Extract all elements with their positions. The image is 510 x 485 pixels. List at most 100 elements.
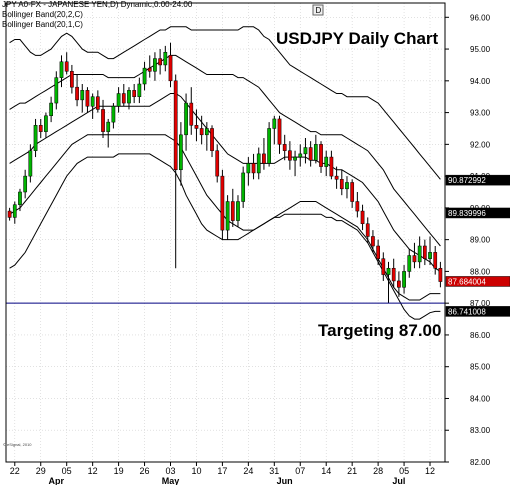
candle-body [391,267,396,282]
candle-body [288,150,292,161]
candle [236,195,240,227]
bollinger-bands [9,26,441,320]
y-tick-label: 86.00 [470,331,491,340]
candle [194,109,199,142]
y-tick-label: 93.00 [470,109,491,118]
candle [256,147,261,180]
candle-body [262,153,266,164]
candle-body [28,150,33,177]
price-tag-label: 90.872992 [448,176,486,185]
candle-body [210,128,214,151]
x-month-label: Jun [277,476,293,485]
candle [111,103,116,129]
candle [132,84,137,104]
y-axis: 96.0095.0094.0093.0092.0091.0090.0089.00… [445,13,491,467]
candle-body [18,191,22,205]
candle [95,90,100,113]
candle-body [345,182,349,190]
candle-body [236,201,240,221]
x-tick-label: 05 [399,466,409,476]
candle-body [116,93,121,107]
price-tag: 90.872992 [445,174,510,186]
candle [142,61,147,91]
candle [121,84,126,107]
candle [345,176,349,199]
x-tick-label: 17 [217,466,227,476]
y-tick-label: 89.00 [470,236,491,245]
candle-body [220,175,225,231]
candle [168,42,173,88]
candle [417,236,422,269]
candle [246,157,251,186]
candle-body [313,144,318,161]
candle [288,141,292,170]
candle-body [95,96,100,110]
candle [272,115,277,145]
candle [251,153,256,180]
candle-body [90,96,95,107]
y-tick-label: 83.00 [470,426,491,435]
x-tick-label: 28 [373,466,383,476]
price-tag: 87.684004 [445,276,510,287]
candle-body [319,144,323,167]
x-tick-label: 22 [10,466,20,476]
candle [350,179,355,208]
candle-body [282,144,287,151]
x-axis: 22 29 05 12 19 26 03 10 17 24 31 07 14 21 28 05 12 Apr May… [10,462,435,485]
candle-body [256,153,261,174]
candle-body [158,58,162,66]
candle-body [106,121,111,132]
candle [262,138,266,170]
candle [153,52,157,81]
candle-body [12,204,17,218]
candle [438,261,443,288]
y-tick-label: 88.00 [470,267,491,276]
candle-body [132,90,137,97]
candle [28,144,33,183]
candle-body [101,109,105,132]
price-tag-label: 89.839996 [448,209,486,218]
x-tick-label: 14 [321,466,331,476]
candle [303,138,308,164]
candle [360,204,365,231]
candle [230,188,235,227]
candle [147,55,152,78]
candle [70,64,74,94]
toolbar-d-icon[interactable] [312,4,324,16]
price-tag: 86.741008 [445,306,510,317]
candle-body [386,267,391,275]
x-tick-label: 12 [88,466,98,476]
candle [277,115,282,154]
candle [23,169,28,199]
candle [334,166,339,189]
chart-header: JPY A0-FX - JAPANESE YEN,D) Dynamic,0:00… [2,0,193,9]
legend-bollinger-2: Bollinger Band(20,2,C) [2,10,83,19]
candle [54,71,59,110]
candle-body [33,125,38,151]
candle-body [173,80,178,171]
x-tick-label: 12 [425,466,435,476]
candle [12,201,17,224]
candle [38,118,43,138]
candle-body [422,245,427,259]
band-bollinger-2sd-upper [9,26,441,180]
candle [376,239,380,266]
candle-body [23,175,28,193]
candle [241,166,246,208]
candle-body [199,128,204,136]
candle [137,77,142,104]
candlesticks [7,42,443,304]
candle-body [230,201,235,221]
candle [85,87,90,113]
candle-body [397,280,401,288]
x-tick-label: 19 [114,466,124,476]
candle [308,141,313,167]
price-tag: 89.839996 [445,207,510,219]
y-tick-label: 82.00 [470,458,491,467]
candle [173,74,178,269]
candle [412,242,417,269]
candle [433,246,438,275]
candle-body [80,90,85,101]
toolbar-d-icon-glyph: D [316,6,322,15]
